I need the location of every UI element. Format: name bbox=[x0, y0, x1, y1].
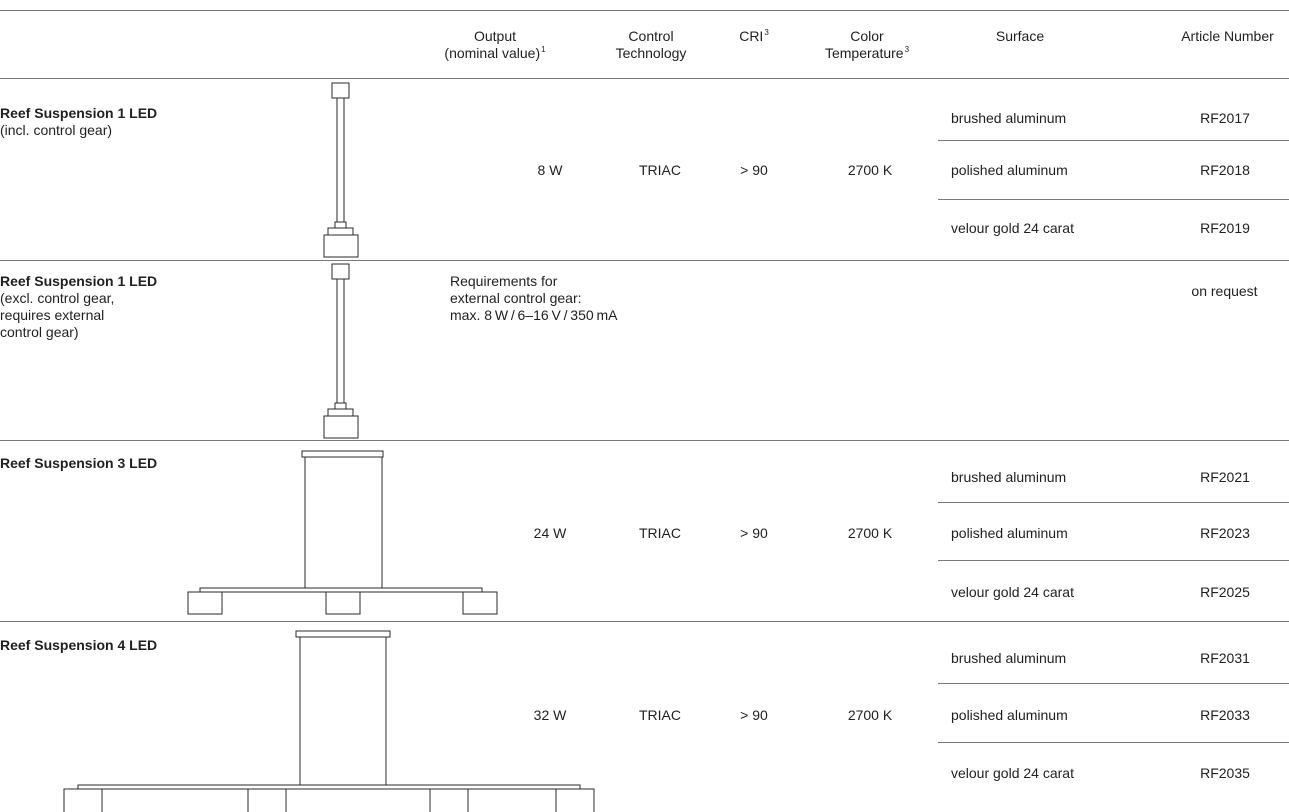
product-1-cri: > 90 bbox=[740, 162, 768, 178]
product-1-name: Reef Suspension 1 LED (incl. control gea… bbox=[0, 105, 157, 139]
header-cri-footnote: 3 bbox=[764, 28, 769, 38]
product-1-variant-2-article: RF2018 bbox=[1200, 162, 1250, 178]
header-cri-label: CRI bbox=[739, 28, 764, 44]
product-3-title: Reef Suspension 3 LED bbox=[0, 455, 158, 471]
header-color-temp-footnote: 3 bbox=[904, 45, 910, 55]
product-4-name: Reef Suspension 4 LED bbox=[0, 637, 157, 654]
header-control-line1: Control bbox=[628, 28, 674, 44]
product-2-name: Reef Suspension 1 LED (excl. control gea… bbox=[0, 273, 157, 341]
product-1-variant-3-surface: velour gold 24 carat bbox=[951, 220, 1074, 236]
header-output-line1: Output bbox=[473, 28, 517, 44]
product-3-variant-1-surface: brushed aluminum bbox=[951, 469, 1067, 485]
product-3-variant-1-article: RF2021 bbox=[1200, 469, 1250, 485]
product-1-variant-3-article: RF2019 bbox=[1200, 220, 1250, 236]
header-cri: CRI3 bbox=[724, 28, 784, 45]
header-control: Control Technology bbox=[598, 28, 704, 62]
product-3-color-temp: 2700 K bbox=[847, 525, 893, 541]
product-2-article: on request bbox=[1191, 283, 1258, 299]
product-3-variant-3-article: RF2025 bbox=[1200, 584, 1250, 600]
product-4-title: Reef Suspension 4 LED bbox=[0, 637, 158, 653]
product-1-variant-1-article: RF2017 bbox=[1200, 110, 1250, 126]
product-4-variant-2-article: RF2033 bbox=[1200, 707, 1250, 723]
product-4-variant-divider-1 bbox=[938, 683, 1289, 684]
header-article: Article Number bbox=[1181, 28, 1274, 44]
header-color-temp-line2: Temperature bbox=[824, 45, 904, 61]
header-output-line2: (nominal value) bbox=[444, 45, 541, 61]
product-1-output: 8 W bbox=[537, 162, 563, 178]
product-4-variant-3-surface: velour gold 24 carat bbox=[951, 765, 1074, 781]
header-bottom-rule bbox=[0, 78, 1289, 79]
product-2-requirements: Requirements for external control gear: … bbox=[450, 273, 617, 324]
header-control-line2: Technology bbox=[615, 45, 687, 61]
product-3-variant-2-article: RF2023 bbox=[1200, 525, 1250, 541]
product-1-variant-2-surface: polished aluminum bbox=[951, 162, 1068, 178]
header-output: Output (nominal value)1 bbox=[440, 28, 550, 62]
product-3-name: Reef Suspension 3 LED bbox=[0, 455, 157, 472]
product-1-lamp-drawing bbox=[323, 82, 359, 258]
product-4-cri: > 90 bbox=[740, 707, 768, 723]
product-1-variant-divider-2 bbox=[938, 199, 1289, 200]
product-3-lamp-drawing bbox=[187, 450, 498, 615]
header-color-temp: Color Temperature3 bbox=[812, 28, 922, 62]
product-1-title: Reef Suspension 1 LED bbox=[0, 105, 158, 121]
product-1-note: (incl. control gear) bbox=[0, 122, 113, 138]
product-1-control: TRIAC bbox=[639, 162, 681, 178]
requirements-line2: external control gear: bbox=[450, 290, 582, 306]
product-3-variant-divider-1 bbox=[938, 502, 1289, 503]
product-3-bottom-rule bbox=[0, 621, 1289, 622]
product-3-output: 24 W bbox=[533, 525, 567, 541]
product-1-variant-divider-1 bbox=[938, 140, 1289, 141]
product-1-bottom-rule bbox=[0, 260, 1289, 261]
product-4-variant-3-article: RF2035 bbox=[1200, 765, 1250, 781]
product-2-lamp-drawing bbox=[323, 263, 359, 439]
product-2-title: Reef Suspension 1 LED bbox=[0, 273, 158, 289]
product-4-lamp-drawing bbox=[63, 630, 595, 812]
table-top-rule bbox=[0, 10, 1289, 11]
product-3-control: TRIAC bbox=[639, 525, 681, 541]
requirements-line3: max. 8 W / 6–16 V / 350 mA bbox=[450, 307, 618, 323]
product-1-color-temp: 2700 K bbox=[847, 162, 893, 178]
header-color-temp-line1: Color bbox=[850, 28, 884, 44]
product-3-variant-divider-2 bbox=[938, 560, 1289, 561]
product-4-variant-2-surface: polished aluminum bbox=[951, 707, 1068, 723]
header-output-footnote: 1 bbox=[541, 45, 546, 55]
product-2-note-line3: control gear) bbox=[0, 324, 79, 340]
product-4-variant-divider-2 bbox=[938, 742, 1289, 743]
product-4-control: TRIAC bbox=[639, 707, 681, 723]
product-4-variant-1-surface: brushed aluminum bbox=[951, 650, 1067, 666]
product-4-output: 32 W bbox=[533, 707, 567, 723]
product-2-bottom-rule bbox=[0, 440, 1289, 441]
header-surface: Surface bbox=[995, 28, 1045, 44]
product-2-note-line1: (excl. control gear, bbox=[0, 290, 115, 306]
product-4-variant-1-article: RF2031 bbox=[1200, 650, 1250, 666]
product-3-variant-3-surface: velour gold 24 carat bbox=[951, 584, 1074, 600]
product-3-cri: > 90 bbox=[740, 525, 768, 541]
product-3-variant-2-surface: polished aluminum bbox=[951, 525, 1068, 541]
product-1-variant-1-surface: brushed aluminum bbox=[951, 110, 1067, 126]
requirements-line1: Requirements for bbox=[450, 273, 558, 289]
product-2-note-line2: requires external bbox=[0, 307, 105, 323]
product-4-color-temp: 2700 K bbox=[847, 707, 893, 723]
